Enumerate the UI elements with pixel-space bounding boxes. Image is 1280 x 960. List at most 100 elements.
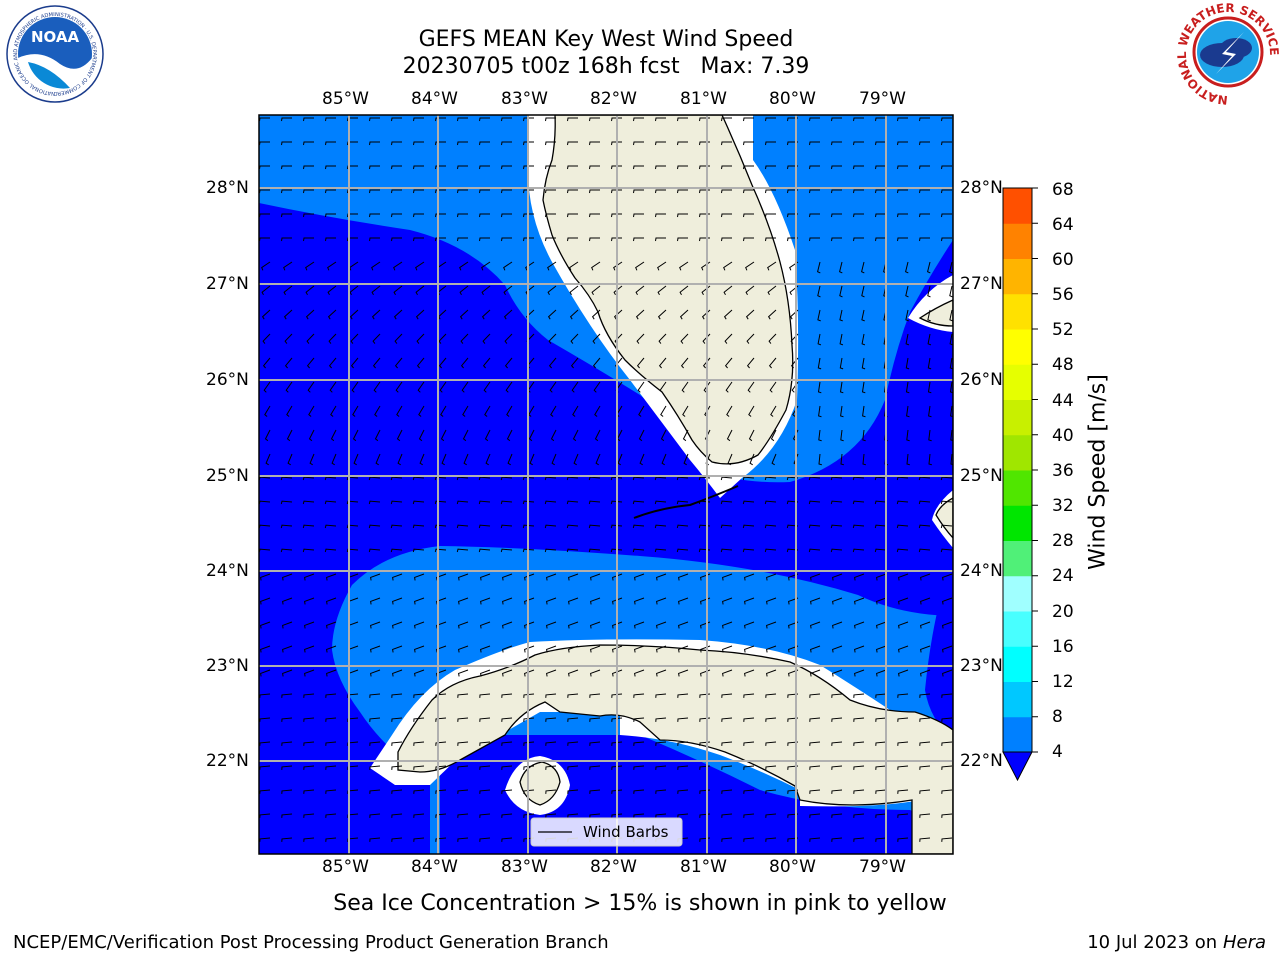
wind-barb xyxy=(391,237,402,242)
lat-tick-right: 28°N xyxy=(960,178,1003,198)
wind-barb xyxy=(545,165,556,170)
wind-barb xyxy=(372,333,381,344)
wind-barb xyxy=(897,813,909,818)
wind-barb xyxy=(523,717,535,722)
wind-barb xyxy=(897,237,908,242)
wind-barb xyxy=(787,741,799,746)
wind-barb xyxy=(677,789,689,794)
lon-tick-bottom: 79°W xyxy=(859,857,906,877)
wind-barb xyxy=(504,333,513,344)
wind-barb xyxy=(434,476,447,481)
chart-title: GEFS MEAN Key West Wind Speed xyxy=(418,27,794,52)
wind-barb xyxy=(589,765,601,770)
wind-barb xyxy=(611,165,622,170)
wind-barb xyxy=(438,333,447,344)
wind-barb xyxy=(854,621,865,629)
wind-barb xyxy=(523,789,535,794)
wind-barb xyxy=(898,645,909,653)
wind-barb xyxy=(572,405,579,417)
wind-barb xyxy=(809,213,820,218)
wind-barb xyxy=(920,573,931,581)
wind-barb xyxy=(309,453,315,466)
wind-barb xyxy=(435,717,447,722)
wind-barb xyxy=(503,261,513,271)
wind-barb xyxy=(303,813,315,818)
wind-barb xyxy=(501,765,513,770)
wind-barb xyxy=(875,189,886,194)
wind-barb xyxy=(764,548,777,553)
wind-barb xyxy=(676,500,689,505)
nws-logo-icon: NATIONAL WEATHER SERVICE xyxy=(1175,0,1280,107)
wind-barb xyxy=(325,789,337,794)
wind-barb xyxy=(286,405,293,417)
wind-barb xyxy=(677,813,689,818)
wind-barb xyxy=(633,813,645,818)
wind-barb xyxy=(703,381,711,393)
noaa-logo-text: NOAA xyxy=(31,28,80,46)
wind-barb xyxy=(681,381,689,393)
wind-barb xyxy=(613,261,623,271)
wind-barb xyxy=(413,789,425,794)
wind-barb xyxy=(368,548,381,553)
wind-barb xyxy=(853,693,865,698)
wind-barb xyxy=(876,621,887,629)
wind-barb xyxy=(875,693,887,698)
wind-barb xyxy=(324,548,337,553)
wind-barb xyxy=(927,357,932,370)
wind-barb xyxy=(415,261,425,271)
wind-barb xyxy=(569,261,579,271)
wind-barb xyxy=(765,813,777,818)
wind-barb xyxy=(720,524,733,529)
wind-barb xyxy=(480,573,491,581)
wind-barb xyxy=(436,597,447,605)
wind-barb xyxy=(589,813,601,818)
wind-barb xyxy=(853,789,865,794)
wind-barb xyxy=(368,524,381,529)
wind-barb xyxy=(325,165,336,170)
wind-barb xyxy=(522,524,535,529)
wind-barb xyxy=(788,597,799,605)
wind-barb xyxy=(264,429,271,442)
wind-barb xyxy=(862,453,867,466)
wind-barb xyxy=(743,765,755,770)
lat-tick-left: 26°N xyxy=(206,370,249,390)
wind-barb xyxy=(721,165,732,170)
wind-barb xyxy=(722,669,733,677)
lon-tick-top: 81°W xyxy=(680,89,727,109)
wind-barb xyxy=(720,500,733,505)
wind-barb xyxy=(853,141,864,146)
wind-barb xyxy=(611,693,623,698)
wind-barb xyxy=(263,381,271,393)
wind-barb xyxy=(391,141,402,146)
wind-barb xyxy=(305,261,315,271)
colorbar-tick: 44 xyxy=(1052,391,1074,411)
wind-barb xyxy=(413,717,425,722)
run-date: 10 Jul 2023 on Hera xyxy=(1087,932,1266,953)
wind-barb xyxy=(898,621,909,629)
colorbar-tick: 40 xyxy=(1052,426,1074,446)
colorbar-tick: 36 xyxy=(1052,461,1074,481)
wind-barb xyxy=(677,693,689,698)
wind-barb xyxy=(788,573,799,581)
wind-barb xyxy=(393,261,403,271)
cuba xyxy=(397,644,953,854)
ocean-below-4-east xyxy=(925,455,953,740)
wind-barb xyxy=(326,573,337,581)
wind-barb xyxy=(567,765,579,770)
wind-barb xyxy=(479,165,490,170)
wind-barb xyxy=(720,548,733,553)
wind-barb xyxy=(368,476,381,481)
wind-barb xyxy=(480,621,491,629)
wind-barb xyxy=(417,381,425,393)
wind-barb xyxy=(567,813,579,818)
wind-barb xyxy=(463,453,469,466)
wind-barb xyxy=(524,597,535,605)
wind-barb xyxy=(303,189,314,194)
wind-barb xyxy=(303,837,315,842)
wind-barb xyxy=(656,597,667,605)
wind-barb xyxy=(874,500,887,505)
wind-barb xyxy=(919,237,930,242)
wind-barb xyxy=(839,309,843,322)
wind-barb xyxy=(852,524,865,529)
